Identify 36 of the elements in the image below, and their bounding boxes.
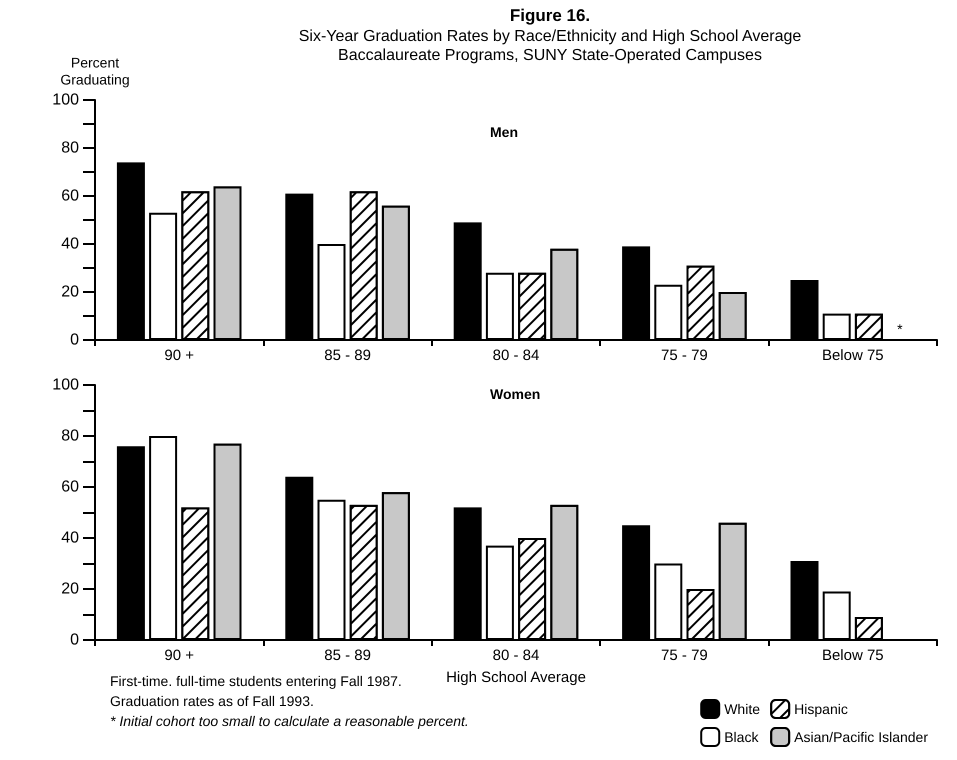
x-tick-label: 80 - 84 xyxy=(492,647,540,664)
annotation: Men xyxy=(490,124,518,140)
y-tick-label: 40 xyxy=(61,236,80,252)
x-tick-label: 90 + xyxy=(164,647,194,664)
legend-label: White xyxy=(724,701,760,717)
y-tick-label: 20 xyxy=(61,580,80,598)
y-tick-label: 40 xyxy=(61,530,80,546)
text: * Initial cohort too small to calculate a reasonable percent. xyxy=(110,713,469,729)
y-tick-label: 0 xyxy=(70,632,80,648)
x-tick-label: 85 - 89 xyxy=(324,347,371,364)
chart-title: Figure 16. xyxy=(510,6,590,25)
y-tick-label: 80 xyxy=(61,140,80,156)
y-tick-label: 100 xyxy=(52,376,80,394)
y-tick-label: 60 xyxy=(61,188,80,204)
x-tick-label: 90 + xyxy=(164,347,194,364)
x-tick-label: 80 - 84 xyxy=(492,347,540,364)
x-tick-label: 75 - 79 xyxy=(661,347,708,364)
chart-subtitle: Six-Year Graduation Rates by Race/Ethnicity and High School Average Baccalaureate Programs, SUNY State-Operated Campuses xyxy=(298,28,802,64)
y-axis-title: Percent Graduating xyxy=(60,54,130,88)
x-tick-label: 75 - 79 xyxy=(661,647,708,664)
annotation: * xyxy=(897,321,904,337)
annotation: Women xyxy=(490,386,540,402)
y-tick-label: 100 xyxy=(52,92,80,108)
y-tick-label: 0 xyxy=(70,332,80,348)
x-tick-label: Below 75 xyxy=(822,647,884,664)
x-axis-title: High School Average xyxy=(446,669,586,686)
text: First-time. full-time students entering Fall 1987. xyxy=(110,673,402,689)
y-tick-label: 20 xyxy=(61,284,80,300)
legend-label: Hispanic xyxy=(794,701,848,717)
legend-label: Asian/Pacific Islander xyxy=(794,729,928,745)
y-tick-label: 80 xyxy=(61,428,80,444)
y-tick-label: 60 xyxy=(61,478,80,496)
legend-label: Black xyxy=(724,729,760,745)
x-tick-label: Below 75 xyxy=(822,347,884,364)
text: Graduation rates as of Fall 1993. xyxy=(110,693,314,709)
x-tick-label: 85 - 89 xyxy=(324,647,371,664)
